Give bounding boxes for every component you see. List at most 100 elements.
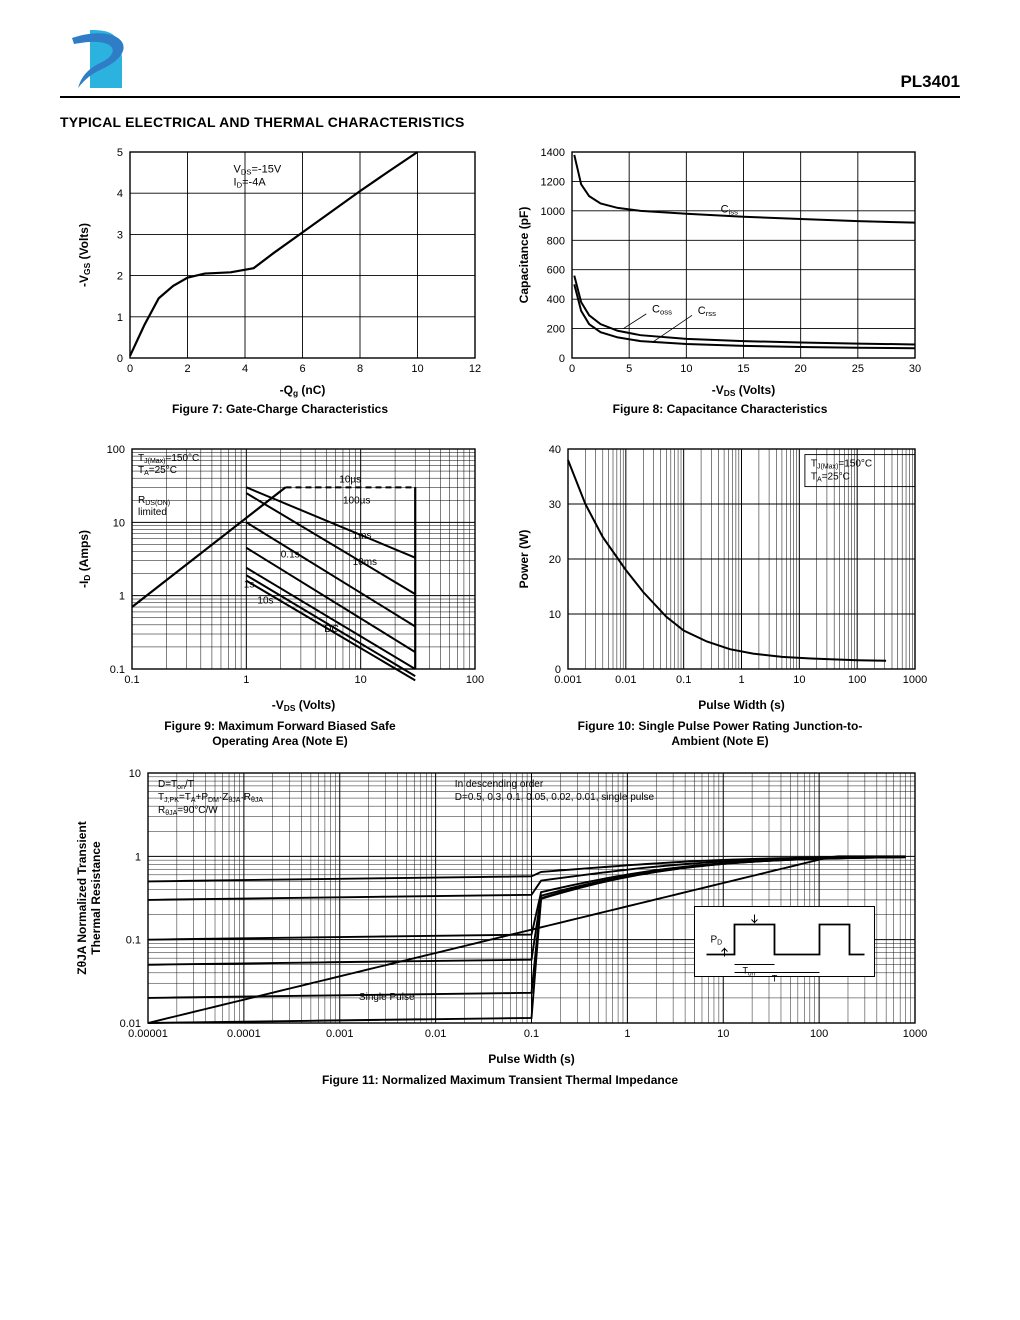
svg-text:RDS(ON): RDS(ON) bbox=[138, 495, 170, 507]
svg-text:400: 400 bbox=[547, 294, 565, 306]
svg-text:TJ,PK=TA+PDM·ZθJA·RθJA: TJ,PK=TA+PDM·ZθJA·RθJA bbox=[158, 792, 263, 804]
svg-text:10: 10 bbox=[411, 363, 423, 375]
svg-text:TA=25°C: TA=25°C bbox=[138, 465, 177, 477]
svg-text:1: 1 bbox=[624, 1028, 630, 1040]
svg-text:0.1: 0.1 bbox=[126, 935, 141, 947]
svg-text:1000: 1000 bbox=[541, 206, 565, 218]
svg-text:Capacitance (pF): Capacitance (pF) bbox=[517, 207, 531, 304]
svg-text:4: 4 bbox=[117, 188, 123, 200]
figure-8-chart: 0510152025300200400600800100012001400Cis… bbox=[510, 140, 930, 400]
svg-text:D=0.5, 0.3, 0.1, 0.05, 0.02, 0: D=0.5, 0.3, 0.1, 0.05, 0.02, 0.01, singl… bbox=[455, 792, 655, 803]
svg-text:6: 6 bbox=[299, 363, 305, 375]
figure-10-caption: Figure 10: Single Pulse Power Rating Jun… bbox=[510, 719, 930, 749]
svg-text:Coss: Coss bbox=[652, 303, 672, 316]
svg-text:1: 1 bbox=[119, 591, 125, 603]
svg-text:30: 30 bbox=[909, 363, 921, 375]
svg-text:2: 2 bbox=[117, 271, 123, 283]
svg-text:ID=-4A: ID=-4A bbox=[234, 177, 267, 190]
svg-text:0: 0 bbox=[555, 664, 561, 676]
svg-text:1: 1 bbox=[738, 674, 744, 686]
svg-text:-ID (Amps): -ID (Amps) bbox=[77, 530, 92, 588]
section-title: TYPICAL ELECTRICAL AND THERMAL CHARACTER… bbox=[60, 114, 960, 130]
svg-text:0.1: 0.1 bbox=[524, 1028, 539, 1040]
svg-text:10: 10 bbox=[355, 674, 367, 686]
figure-11-chart: 0.000010.00010.0010.010.111010010000.010… bbox=[70, 761, 930, 1071]
svg-text:1: 1 bbox=[135, 851, 141, 863]
svg-text:0: 0 bbox=[569, 363, 575, 375]
svg-text:VDS=-15V: VDS=-15V bbox=[234, 164, 282, 177]
svg-text:100: 100 bbox=[466, 674, 484, 686]
svg-text:8: 8 bbox=[357, 363, 363, 375]
figure-9-chart: 0.11101000.111010010µs100µs1ms10ms0.1s1s… bbox=[70, 437, 490, 717]
svg-text:100: 100 bbox=[810, 1028, 828, 1040]
svg-text:Ciss: Ciss bbox=[721, 203, 739, 216]
svg-text:-VDS (Volts): -VDS (Volts) bbox=[272, 698, 335, 713]
svg-text:4: 4 bbox=[242, 363, 248, 375]
svg-text:DC: DC bbox=[324, 624, 338, 635]
svg-text:100: 100 bbox=[107, 444, 125, 456]
svg-text:0.0001: 0.0001 bbox=[227, 1028, 261, 1040]
svg-text:10s: 10s bbox=[257, 596, 273, 607]
svg-text:100µs: 100µs bbox=[343, 496, 370, 507]
svg-text:10: 10 bbox=[549, 609, 561, 621]
svg-text:10: 10 bbox=[680, 363, 692, 375]
svg-text:5: 5 bbox=[626, 363, 632, 375]
svg-text:100: 100 bbox=[848, 674, 866, 686]
svg-text:20: 20 bbox=[795, 363, 807, 375]
svg-text:20: 20 bbox=[549, 554, 561, 566]
svg-text:Crss: Crss bbox=[698, 305, 716, 318]
svg-text:0.1: 0.1 bbox=[124, 674, 139, 686]
svg-text:Power (W): Power (W) bbox=[517, 530, 531, 589]
svg-text:1200: 1200 bbox=[541, 176, 565, 188]
svg-text:0.01: 0.01 bbox=[120, 1018, 141, 1030]
svg-text:1ms: 1ms bbox=[353, 531, 372, 542]
figure-8-caption: Figure 8: Capacitance Characteristics bbox=[510, 402, 930, 417]
svg-text:10ms: 10ms bbox=[353, 557, 377, 568]
svg-text:ZθJA Normalized TransientTherm: ZθJA Normalized TransientThermal Resista… bbox=[75, 821, 103, 974]
svg-text:1000: 1000 bbox=[903, 674, 927, 686]
svg-text:800: 800 bbox=[547, 235, 565, 247]
svg-text:0.1s: 0.1s bbox=[281, 550, 300, 561]
svg-text:1: 1 bbox=[243, 674, 249, 686]
svg-text:10: 10 bbox=[793, 674, 805, 686]
svg-text:Pulse Width (s): Pulse Width (s) bbox=[698, 698, 785, 712]
svg-text:0: 0 bbox=[117, 353, 123, 365]
svg-text:RθJA=90°C/W: RθJA=90°C/W bbox=[158, 805, 218, 817]
svg-text:40: 40 bbox=[549, 444, 561, 456]
svg-text:TJ(Max)=150°C: TJ(Max)=150°C bbox=[811, 459, 872, 471]
svg-text:10: 10 bbox=[113, 517, 125, 529]
svg-text:25: 25 bbox=[852, 363, 864, 375]
svg-text:T: T bbox=[772, 974, 778, 984]
svg-text:1: 1 bbox=[117, 312, 123, 324]
figure-10-chart: 0.0010.010.11101001000010203040TJ(Max)=1… bbox=[510, 437, 930, 717]
svg-text:-Qg (nC): -Qg (nC) bbox=[280, 383, 326, 398]
svg-text:0.001: 0.001 bbox=[326, 1028, 354, 1040]
svg-text:3: 3 bbox=[117, 229, 123, 241]
figure-7-chart: 024681012012345-Qg (nC)-VGS (Volts)VDS=-… bbox=[70, 140, 490, 400]
svg-text:D=Ton/T: D=Ton/T bbox=[158, 779, 194, 791]
svg-text:1400: 1400 bbox=[541, 147, 565, 159]
svg-text:10µs: 10µs bbox=[339, 474, 361, 485]
svg-text:limited: limited bbox=[138, 507, 167, 518]
svg-text:0: 0 bbox=[127, 363, 133, 375]
svg-text:5: 5 bbox=[117, 147, 123, 159]
svg-text:10: 10 bbox=[717, 1028, 729, 1040]
svg-text:30: 30 bbox=[549, 499, 561, 511]
svg-text:-VGS (Volts): -VGS (Volts) bbox=[77, 223, 92, 287]
figure-7-caption: Figure 7: Gate-Charge Characteristics bbox=[70, 402, 490, 417]
svg-text:0.1: 0.1 bbox=[110, 664, 125, 676]
logo bbox=[60, 30, 150, 92]
svg-text:12: 12 bbox=[469, 363, 481, 375]
svg-text:10: 10 bbox=[129, 768, 141, 780]
svg-text:15: 15 bbox=[737, 363, 749, 375]
svg-text:Pulse Width (s): Pulse Width (s) bbox=[488, 1052, 575, 1066]
svg-text:0.1: 0.1 bbox=[676, 674, 691, 686]
svg-text:TJ(Max)=150°C: TJ(Max)=150°C bbox=[138, 453, 199, 465]
svg-text:-VDS (Volts): -VDS (Volts) bbox=[712, 383, 775, 398]
part-number: PL3401 bbox=[900, 72, 960, 92]
svg-text:TA=25°C: TA=25°C bbox=[811, 472, 850, 484]
figure-9-caption: Figure 9: Maximum Forward Biased SafeOpe… bbox=[70, 719, 490, 749]
svg-text:2: 2 bbox=[184, 363, 190, 375]
svg-text:0.01: 0.01 bbox=[615, 674, 636, 686]
svg-text:0.01: 0.01 bbox=[425, 1028, 446, 1040]
